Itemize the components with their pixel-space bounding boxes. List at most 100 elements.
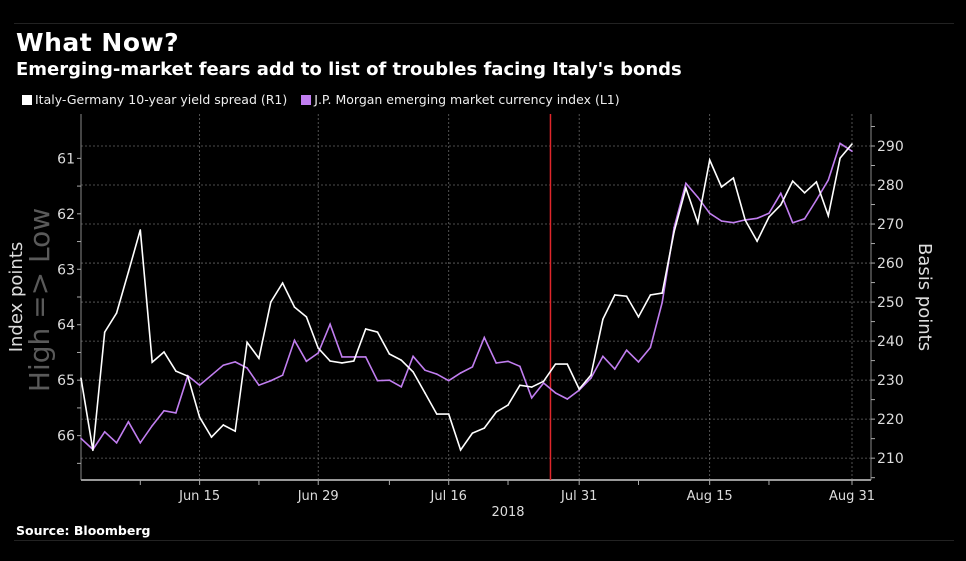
data-point <box>234 361 236 363</box>
right-axis-title: Basis points <box>914 243 935 351</box>
data-point <box>554 392 557 394</box>
data-point <box>258 384 260 386</box>
data-point <box>186 375 189 378</box>
data-point <box>685 182 687 185</box>
data-point <box>851 150 853 152</box>
series-line-spread <box>80 143 853 452</box>
left-axis-tick-label: 65 <box>57 373 75 389</box>
data-point <box>376 379 379 382</box>
data-point <box>388 379 391 381</box>
data-point <box>92 449 94 452</box>
data-point <box>625 295 628 298</box>
series-points-spread <box>80 143 853 452</box>
chart-subtitle: Emerging-market fears add to list of tro… <box>16 59 682 80</box>
data-point <box>791 221 794 224</box>
data-point <box>151 361 153 363</box>
data-point <box>542 380 545 383</box>
data-point <box>436 413 438 415</box>
data-point <box>519 365 521 368</box>
right-axis-tick-label: 240 <box>877 334 904 350</box>
data-point <box>222 424 225 426</box>
data-point <box>127 271 130 273</box>
source-note: Source: Bloomberg <box>16 523 151 538</box>
data-point <box>602 355 604 358</box>
data-point <box>281 282 284 284</box>
data-point <box>720 220 723 222</box>
data-point <box>151 424 153 427</box>
data-point <box>530 386 533 388</box>
data-point <box>530 397 533 399</box>
data-point <box>317 352 320 354</box>
data-point <box>388 353 391 355</box>
data-point <box>507 360 509 363</box>
data-point <box>756 240 758 243</box>
data-point <box>661 292 664 294</box>
data-point <box>851 143 853 145</box>
data-point <box>637 361 640 363</box>
data-point <box>436 373 438 375</box>
data-point <box>673 231 675 233</box>
data-point <box>210 374 213 376</box>
data-point <box>768 212 770 215</box>
data-point <box>732 221 735 224</box>
data-point <box>590 377 592 379</box>
data-point <box>697 196 699 198</box>
data-point <box>103 430 106 433</box>
data-point <box>317 347 320 349</box>
data-point <box>400 359 403 362</box>
data-point <box>780 192 782 195</box>
right-axis-tick-label: 210 <box>877 451 904 467</box>
data-point <box>364 356 367 358</box>
data-point <box>412 355 414 358</box>
data-point <box>115 312 118 314</box>
data-point <box>376 331 379 333</box>
legend-label-spread: Italy-Germany 10-year yield spread (R1) <box>35 92 288 107</box>
legend-label-em-index: J.P. Morgan emerging market currency ind… <box>314 92 620 107</box>
data-point <box>483 336 486 339</box>
right-axis-tick-label: 270 <box>877 217 904 233</box>
data-point <box>115 442 118 444</box>
data-point <box>744 219 747 221</box>
left-axis-tick-label: 66 <box>57 429 75 445</box>
data-point <box>246 367 248 369</box>
data-point <box>471 432 474 434</box>
data-point <box>590 374 592 376</box>
data-point <box>459 372 462 374</box>
data-point <box>305 316 308 318</box>
legend-item-spread: Italy-Germany 10-year yield spread (R1) <box>22 92 287 107</box>
data-point <box>222 364 225 367</box>
right-axis-tick-label: 280 <box>877 178 904 194</box>
data-point <box>554 363 557 365</box>
data-point <box>364 328 367 330</box>
data-point <box>649 346 652 349</box>
data-point <box>732 177 735 179</box>
data-point <box>566 398 569 400</box>
data-point <box>341 356 343 358</box>
data-point <box>827 179 830 181</box>
left-axis-tick-label: 63 <box>57 262 75 278</box>
data-point <box>803 218 806 220</box>
data-point <box>80 437 82 440</box>
data-point <box>637 316 640 318</box>
data-point <box>424 392 426 394</box>
right-axis-tick-label: 290 <box>877 139 904 155</box>
data-point <box>198 416 201 418</box>
x-axis-tick-label: Jul 31 <box>560 489 597 504</box>
legend-swatch-em-index <box>301 94 312 105</box>
data-point <box>139 442 142 444</box>
data-point <box>839 142 841 145</box>
data-point <box>210 436 213 438</box>
data-point <box>198 384 201 386</box>
legend-item-em-index: J.P. Morgan emerging market currency ind… <box>301 92 620 107</box>
data-point <box>353 360 355 362</box>
data-point <box>163 351 165 353</box>
data-point <box>269 301 272 303</box>
data-point <box>815 181 818 183</box>
data-point <box>341 362 343 364</box>
data-point <box>708 159 711 161</box>
legend-swatch-spread <box>22 94 32 105</box>
data-point <box>103 331 106 333</box>
data-point <box>269 379 272 382</box>
data-point <box>613 368 616 370</box>
data-point <box>234 430 236 433</box>
